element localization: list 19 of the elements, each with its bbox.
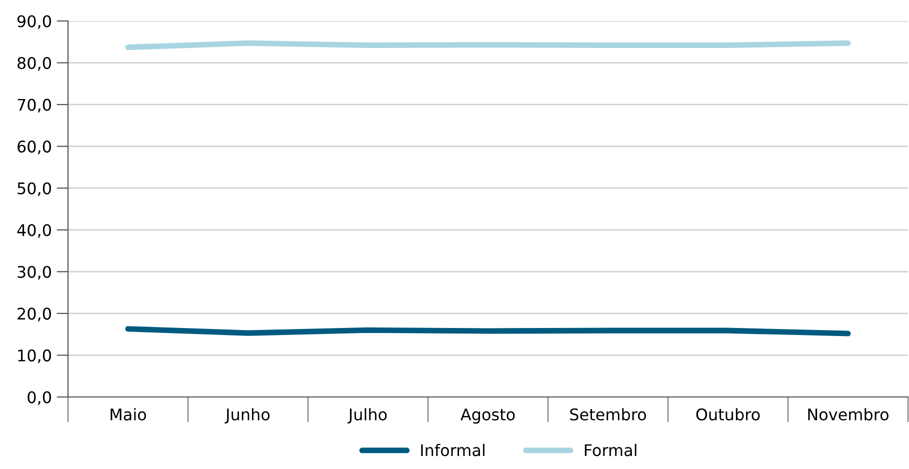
y-tick-label: 70,0 <box>18 98 51 112</box>
x-tick-label: Maio <box>110 408 146 420</box>
y-tick-label: 30,0 <box>18 266 51 280</box>
y-tick-label: 40,0 <box>17 224 51 238</box>
x-tick-label: Setembro <box>570 408 646 420</box>
y-tick-label: 80,0 <box>18 56 51 71</box>
legend-label: Formal <box>584 444 636 456</box>
x-tick-label: Novembro <box>808 408 888 420</box>
x-tick-label: Junho <box>224 408 270 424</box>
y-tick-label: 0,0 <box>28 391 51 405</box>
y-tick-label: 10,0 <box>18 349 51 364</box>
x-tick-label: Julho <box>348 408 387 424</box>
x-tick-label: Outubro <box>696 408 760 420</box>
legend-label: Informal <box>421 444 484 456</box>
y-tick-label: 20,0 <box>18 308 51 322</box>
x-tick-label: Agosto <box>460 408 515 424</box>
y-tick-label: 50,0 <box>18 182 51 196</box>
y-tick-label: 90,0 <box>17 15 51 29</box>
y-tick-label: 60,0 <box>18 140 51 154</box>
